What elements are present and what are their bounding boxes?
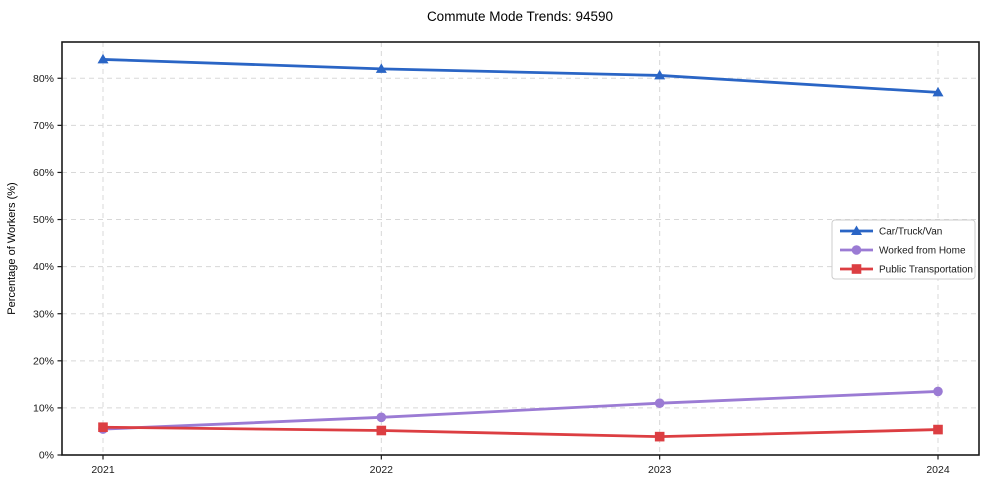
legend-marker-triangle <box>851 225 862 235</box>
y-tick-label: 0% <box>39 450 54 462</box>
legend-label: Car/Truck/Van <box>879 227 942 238</box>
data-point-public-transportation <box>376 425 387 436</box>
y-tick-label: 30% <box>33 308 54 320</box>
chart-layers: 0% 10% 20% 30% 40% 50% 60% 70% 80% 2021 2022 2023 20… <box>33 41 980 476</box>
plot-frame <box>61 41 980 456</box>
y-tick-label: 50% <box>33 214 54 226</box>
data-point-car-truck-van <box>932 86 944 97</box>
gridlines: 0% 10% 20% 30% 40% 50% 60% 70% 80% 2021 2022 2023 20… <box>33 42 979 476</box>
y-tick-label: 70% <box>33 120 54 132</box>
y-tick-label: 10% <box>33 403 54 415</box>
data-point-car-truck-van <box>375 63 387 73</box>
series-line-worked-from-home <box>101 390 940 431</box>
series-line-car-truck-van <box>101 58 940 94</box>
legend-marker-circle <box>851 245 862 255</box>
data-point-worked-from-home <box>933 386 943 397</box>
x-tick-label: 2022 <box>370 464 394 476</box>
legend-box <box>831 219 976 280</box>
x-tick-label: 2024 <box>926 464 950 476</box>
series-line-public-transportation <box>101 425 940 439</box>
y-tick-label: 60% <box>33 167 54 179</box>
data-point-worked-from-home <box>654 398 665 408</box>
y-tick-label: 20% <box>33 355 54 367</box>
x-tick-label: 2021 <box>91 464 115 476</box>
legend: Car/Truck/Van Worked from Home Public Tran… <box>831 219 976 280</box>
legend-marker-square <box>851 264 862 274</box>
series-car-truck-van <box>97 53 944 97</box>
series-public-transportation <box>98 422 943 442</box>
legend-item-public-transportation: Public Transportation <box>840 264 973 276</box>
data-point-public-transportation <box>654 431 665 442</box>
data-point-public-transportation <box>933 424 943 435</box>
legend-label: Worked from Home <box>879 246 966 257</box>
series-worked-from-home <box>98 386 943 434</box>
data-point-public-transportation <box>98 422 108 433</box>
legend-label: Public Transportation <box>879 265 973 276</box>
data-point-worked-from-home <box>376 412 387 423</box>
y-axis-label: Percentage of Workers (%) <box>6 182 18 314</box>
data-point-car-truck-van <box>97 53 109 64</box>
chart-title: Commute Mode Trends: 94590 <box>427 9 613 24</box>
x-tick-label: 2023 <box>648 464 672 476</box>
y-tick-label: 80% <box>33 73 54 85</box>
data-point-car-truck-van <box>654 69 666 80</box>
legend-item-car-truck-van: Car/Truck/Van <box>840 225 942 238</box>
legend-item-worked-from-home: Worked from Home <box>840 245 966 257</box>
y-tick-label: 40% <box>33 261 54 273</box>
